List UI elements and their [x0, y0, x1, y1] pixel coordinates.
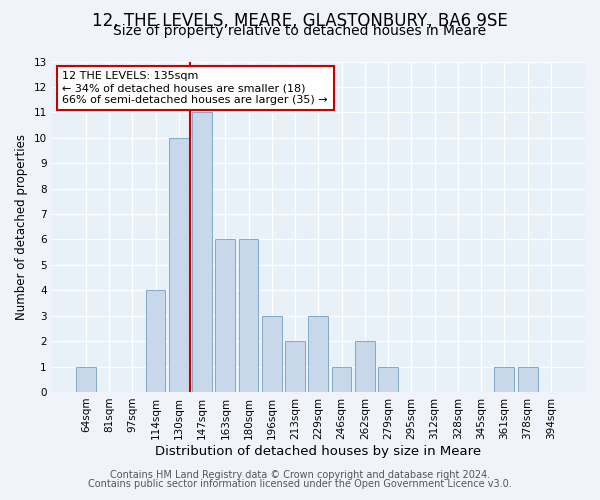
Bar	[146, 290, 166, 392]
X-axis label: Distribution of detached houses by size in Meare: Distribution of detached houses by size …	[155, 444, 481, 458]
Bar	[262, 316, 282, 392]
Bar	[239, 240, 259, 392]
Bar	[332, 366, 352, 392]
Bar	[285, 341, 305, 392]
Y-axis label: Number of detached properties: Number of detached properties	[15, 134, 28, 320]
Bar	[169, 138, 188, 392]
Bar	[355, 341, 375, 392]
Text: Contains HM Land Registry data © Crown copyright and database right 2024.: Contains HM Land Registry data © Crown c…	[110, 470, 490, 480]
Text: Size of property relative to detached houses in Meare: Size of property relative to detached ho…	[113, 24, 487, 38]
Text: Contains public sector information licensed under the Open Government Licence v3: Contains public sector information licen…	[88, 479, 512, 489]
Bar	[192, 112, 212, 392]
Text: 12, THE LEVELS, MEARE, GLASTONBURY, BA6 9SE: 12, THE LEVELS, MEARE, GLASTONBURY, BA6 …	[92, 12, 508, 30]
Bar	[378, 366, 398, 392]
Text: 12 THE LEVELS: 135sqm
← 34% of detached houses are smaller (18)
66% of semi-deta: 12 THE LEVELS: 135sqm ← 34% of detached …	[62, 72, 328, 104]
Bar	[215, 240, 235, 392]
Bar	[518, 366, 538, 392]
Bar	[494, 366, 514, 392]
Bar	[76, 366, 95, 392]
Bar	[308, 316, 328, 392]
